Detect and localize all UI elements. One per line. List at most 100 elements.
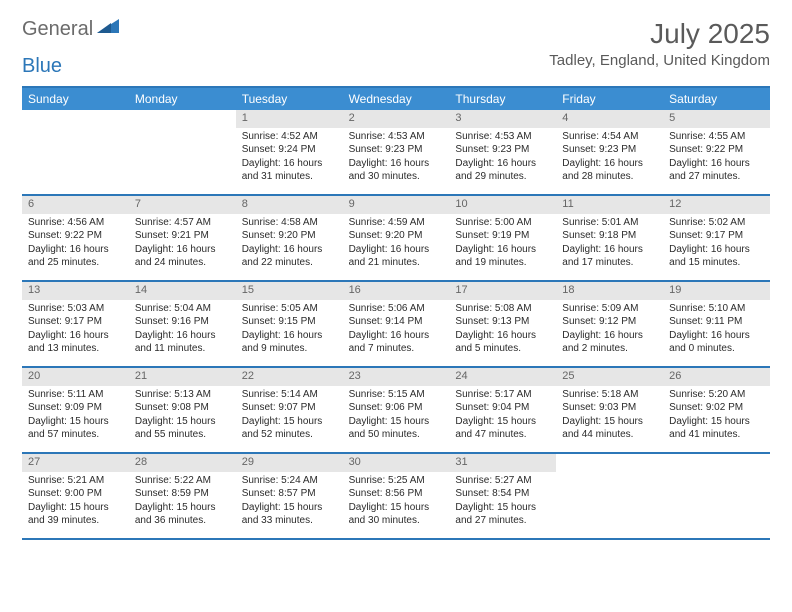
day-sr: Sunrise: 5:05 AM xyxy=(242,303,337,316)
week-row: 13Sunrise: 5:03 AMSunset: 9:17 PMDayligh… xyxy=(22,282,770,368)
logo-word-blue-wrap: Blue xyxy=(22,55,62,78)
day-cell: 24Sunrise: 5:17 AMSunset: 9:04 PMDayligh… xyxy=(449,368,556,452)
day-sr: Sunrise: 5:01 AM xyxy=(562,217,657,230)
day-ss: Sunset: 9:17 PM xyxy=(28,316,123,329)
day-body: Sunrise: 5:01 AMSunset: 9:18 PMDaylight:… xyxy=(556,214,663,275)
day-body: Sunrise: 5:09 AMSunset: 9:12 PMDaylight:… xyxy=(556,300,663,361)
day-d2: and 31 minutes. xyxy=(242,171,337,184)
day-sr: Sunrise: 5:02 AM xyxy=(669,217,764,230)
day-cell: 25Sunrise: 5:18 AMSunset: 9:03 PMDayligh… xyxy=(556,368,663,452)
day-sr: Sunrise: 5:09 AM xyxy=(562,303,657,316)
head-monday: Monday xyxy=(129,88,236,110)
day-d1: Daylight: 16 hours xyxy=(455,244,550,257)
day-cell: 7Sunrise: 4:57 AMSunset: 9:21 PMDaylight… xyxy=(129,196,236,280)
day-cell: 5Sunrise: 4:55 AMSunset: 9:22 PMDaylight… xyxy=(663,110,770,194)
day-ss: Sunset: 9:18 PM xyxy=(562,230,657,243)
day-d2: and 25 minutes. xyxy=(28,257,123,270)
day-sr: Sunrise: 5:06 AM xyxy=(349,303,444,316)
day-ss: Sunset: 9:04 PM xyxy=(455,402,550,415)
day-ss: Sunset: 9:21 PM xyxy=(135,230,230,243)
day-sr: Sunrise: 5:04 AM xyxy=(135,303,230,316)
day-d1: Daylight: 16 hours xyxy=(28,330,123,343)
day-sr: Sunrise: 5:08 AM xyxy=(455,303,550,316)
day-number: 15 xyxy=(236,282,343,300)
day-d1: Daylight: 15 hours xyxy=(28,502,123,515)
day-sr: Sunrise: 5:03 AM xyxy=(28,303,123,316)
day-body: Sunrise: 5:21 AMSunset: 9:00 PMDaylight:… xyxy=(22,472,129,533)
day-sr: Sunrise: 5:27 AM xyxy=(455,475,550,488)
day-d1: Daylight: 15 hours xyxy=(242,502,337,515)
day-ss: Sunset: 9:15 PM xyxy=(242,316,337,329)
day-d1: Daylight: 15 hours xyxy=(349,502,444,515)
day-number: 6 xyxy=(22,196,129,214)
day-ss: Sunset: 9:12 PM xyxy=(562,316,657,329)
day-d2: and 27 minutes. xyxy=(669,171,764,184)
day-sr: Sunrise: 4:57 AM xyxy=(135,217,230,230)
day-d1: Daylight: 16 hours xyxy=(562,330,657,343)
day-body: Sunrise: 5:08 AMSunset: 9:13 PMDaylight:… xyxy=(449,300,556,361)
day-number: 29 xyxy=(236,454,343,472)
day-ss: Sunset: 9:23 PM xyxy=(455,144,550,157)
day-number: 20 xyxy=(22,368,129,386)
day-number: 23 xyxy=(343,368,450,386)
day-d2: and 7 minutes. xyxy=(349,343,444,356)
day-d1: Daylight: 15 hours xyxy=(349,416,444,429)
day-d1: Daylight: 15 hours xyxy=(455,416,550,429)
day-d1: Daylight: 16 hours xyxy=(135,330,230,343)
day-d2: and 0 minutes. xyxy=(669,343,764,356)
day-number: 30 xyxy=(343,454,450,472)
day-d2: and 52 minutes. xyxy=(242,429,337,442)
day-d2: and 30 minutes. xyxy=(349,171,444,184)
day-number: 3 xyxy=(449,110,556,128)
day-sr: Sunrise: 4:53 AM xyxy=(455,131,550,144)
day-sr: Sunrise: 4:56 AM xyxy=(28,217,123,230)
day-d1: Daylight: 15 hours xyxy=(242,416,337,429)
day-d2: and 11 minutes. xyxy=(135,343,230,356)
day-cell: 26Sunrise: 5:20 AMSunset: 9:02 PMDayligh… xyxy=(663,368,770,452)
day-body: Sunrise: 5:03 AMSunset: 9:17 PMDaylight:… xyxy=(22,300,129,361)
day-cell: 14Sunrise: 5:04 AMSunset: 9:16 PMDayligh… xyxy=(129,282,236,366)
day-d1: Daylight: 15 hours xyxy=(28,416,123,429)
day-ss: Sunset: 9:20 PM xyxy=(242,230,337,243)
day-d1: Daylight: 16 hours xyxy=(28,244,123,257)
day-d1: Daylight: 16 hours xyxy=(242,330,337,343)
day-body: Sunrise: 5:25 AMSunset: 8:56 PMDaylight:… xyxy=(343,472,450,533)
day-d2: and 50 minutes. xyxy=(349,429,444,442)
day-d2: and 41 minutes. xyxy=(669,429,764,442)
day-d1: Daylight: 16 hours xyxy=(669,158,764,171)
day-cell: 28Sunrise: 5:22 AMSunset: 8:59 PMDayligh… xyxy=(129,454,236,538)
day-d2: and 17 minutes. xyxy=(562,257,657,270)
day-ss: Sunset: 9:00 PM xyxy=(28,488,123,501)
day-sr: Sunrise: 4:59 AM xyxy=(349,217,444,230)
day-number: 1 xyxy=(236,110,343,128)
day-cell: 29 Sunrise: 5:24 AMSunset: 8:57 PMDayligh… xyxy=(236,454,343,538)
day-ss: Sunset: 9:02 PM xyxy=(669,402,764,415)
head-wednesday: Wednesday xyxy=(343,88,450,110)
day-d1: Daylight: 15 hours xyxy=(455,502,550,515)
day-body: Sunrise: 5:04 AMSunset: 9:16 PMDaylight:… xyxy=(129,300,236,361)
day-sr: Sunrise: 5:24 AM xyxy=(242,475,337,488)
day-d2: and 55 minutes. xyxy=(135,429,230,442)
day-ss: Sunset: 9:22 PM xyxy=(669,144,764,157)
day-cell: 31Sunrise: 5:27 AMSunset: 8:54 PMDayligh… xyxy=(449,454,556,538)
day-sr: Sunrise: 4:58 AM xyxy=(242,217,337,230)
head-friday: Friday xyxy=(556,88,663,110)
day-number: 26 xyxy=(663,368,770,386)
day-sr: Sunrise: 5:11 AM xyxy=(28,389,123,402)
day-d1: Daylight: 16 hours xyxy=(349,244,444,257)
day-body: Sunrise: 4:59 AMSunset: 9:20 PMDaylight:… xyxy=(343,214,450,275)
day-d2: and 27 minutes. xyxy=(455,515,550,528)
day-body: Sunrise: 5:17 AMSunset: 9:04 PMDaylight:… xyxy=(449,386,556,447)
day-ss: Sunset: 8:57 PM xyxy=(242,488,337,501)
day-d2: and 9 minutes. xyxy=(242,343,337,356)
head-thursday: Thursday xyxy=(449,88,556,110)
day-number: 14 xyxy=(129,282,236,300)
day-number: 10 xyxy=(449,196,556,214)
day-ss: Sunset: 9:06 PM xyxy=(349,402,444,415)
day-d1: Daylight: 15 hours xyxy=(562,416,657,429)
day-cell: 13Sunrise: 5:03 AMSunset: 9:17 PMDayligh… xyxy=(22,282,129,366)
logo-word-blue: Blue xyxy=(22,55,62,77)
day-number: 31 xyxy=(449,454,556,472)
day-sr: Sunrise: 5:20 AM xyxy=(669,389,764,402)
day-d2: and 57 minutes. xyxy=(28,429,123,442)
